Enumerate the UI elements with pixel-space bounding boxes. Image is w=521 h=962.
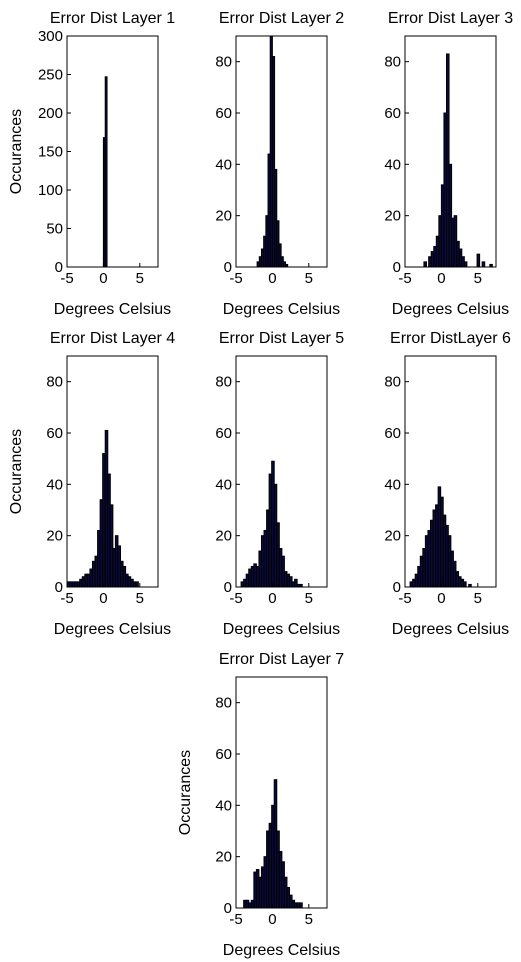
y-tick-label: 60 [215, 746, 232, 763]
y-tick-label: 40 [215, 156, 232, 173]
y-tick-label: 80 [384, 54, 401, 71]
histogram-bar [481, 261, 486, 268]
x-tick-label: 5 [136, 270, 144, 287]
x-tick-label: -5 [398, 590, 411, 607]
y-tick-label: 0 [55, 259, 63, 276]
chart-title: Error Dist Layer 3 [388, 10, 513, 27]
x-tick-label: 0 [268, 590, 276, 607]
histogram-bar [463, 261, 468, 268]
axes-frame [404, 35, 497, 268]
y-tick-label: 60 [215, 105, 232, 122]
histogram-bar [463, 581, 467, 588]
y-tick-label: 0 [393, 579, 401, 596]
y-tick-label: 300 [38, 28, 63, 45]
y-axis-label: Occurances [8, 109, 25, 194]
y-tick-label: 200 [38, 105, 63, 122]
y-axis-label: Occurances [8, 429, 25, 514]
y-tick-label: 40 [46, 476, 63, 493]
y-tick-label: 60 [46, 425, 63, 442]
x-tick-label: -5 [60, 590, 73, 607]
x-tick-label: 5 [305, 270, 313, 287]
axes-frame [66, 355, 159, 588]
y-axis-label: Occurances [177, 750, 194, 835]
y-tick-label: 80 [215, 374, 232, 391]
y-tick-label: 20 [215, 849, 232, 866]
histogram-bar [423, 261, 427, 268]
y-tick-label: 0 [393, 259, 401, 276]
axes-frame [235, 35, 328, 268]
x-tick-label: 5 [136, 590, 144, 607]
y-tick-label: 60 [384, 105, 401, 122]
x-tick-label: 0 [437, 590, 445, 607]
x-tick-label: -5 [229, 911, 242, 928]
y-tick-label: 20 [384, 208, 401, 225]
chart-title: Error Dist Layer 5 [219, 330, 344, 347]
y-tick-label: 50 [46, 221, 63, 238]
y-tick-label: 0 [224, 579, 232, 596]
y-tick-label: 40 [384, 156, 401, 173]
y-tick-label: 40 [215, 476, 232, 493]
x-tick-label: 5 [474, 270, 482, 287]
y-tick-label: 20 [215, 528, 232, 545]
y-tick-label: 40 [215, 797, 232, 814]
axes-frame [235, 355, 328, 588]
axes-frame [235, 676, 328, 909]
histogram-bar [104, 76, 108, 268]
y-tick-label: 80 [46, 374, 63, 391]
x-tick-label: -5 [229, 270, 242, 287]
x-axis-label: Degrees Celsius [223, 301, 340, 318]
y-tick-label: 20 [384, 528, 401, 545]
histogram-bar [135, 581, 139, 588]
y-tick-label: 250 [38, 67, 63, 84]
x-tick-label: 5 [474, 590, 482, 607]
y-tick-label: 80 [215, 695, 232, 712]
x-axis-label: Degrees Celsius [392, 301, 509, 318]
chart-title: Error Dist Layer 2 [219, 10, 344, 27]
x-tick-label: -5 [60, 270, 73, 287]
y-tick-label: 80 [215, 54, 232, 71]
y-tick-label: 100 [38, 182, 63, 199]
x-axis-label: Degrees Celsius [392, 621, 509, 638]
axes-frame [66, 35, 159, 268]
y-tick-label: 0 [224, 259, 232, 276]
x-tick-label: -5 [229, 590, 242, 607]
x-tick-label: -5 [398, 270, 411, 287]
histogram-bar [299, 902, 303, 909]
x-axis-label: Degrees Celsius [223, 621, 340, 638]
x-axis-label: Degrees Celsius [223, 942, 340, 959]
y-tick-label: 80 [384, 374, 401, 391]
x-axis-label: Degrees Celsius [54, 301, 171, 318]
x-tick-label: 0 [268, 270, 276, 287]
y-tick-label: 150 [38, 144, 63, 161]
y-tick-label: 40 [384, 476, 401, 493]
x-tick-label: 0 [99, 590, 107, 607]
y-tick-label: 60 [215, 425, 232, 442]
y-tick-label: 20 [46, 528, 63, 545]
x-tick-label: 5 [305, 590, 313, 607]
chart-title: Error Dist Layer 4 [50, 330, 175, 347]
y-tick-label: 0 [224, 900, 232, 917]
axes-frame [404, 355, 497, 588]
x-tick-label: 0 [99, 270, 107, 287]
x-tick-label: 5 [305, 911, 313, 928]
x-axis-label: Degrees Celsius [54, 621, 171, 638]
y-tick-label: 20 [215, 208, 232, 225]
chart-title: Error Dist Layer 7 [219, 651, 344, 668]
chart-title: Error DistLayer 6 [390, 330, 511, 347]
x-tick-label: 0 [268, 911, 276, 928]
x-tick-label: 0 [437, 270, 445, 287]
y-tick-label: 60 [384, 425, 401, 442]
chart-title: Error Dist Layer 1 [50, 10, 175, 27]
y-tick-label: 0 [55, 579, 63, 596]
